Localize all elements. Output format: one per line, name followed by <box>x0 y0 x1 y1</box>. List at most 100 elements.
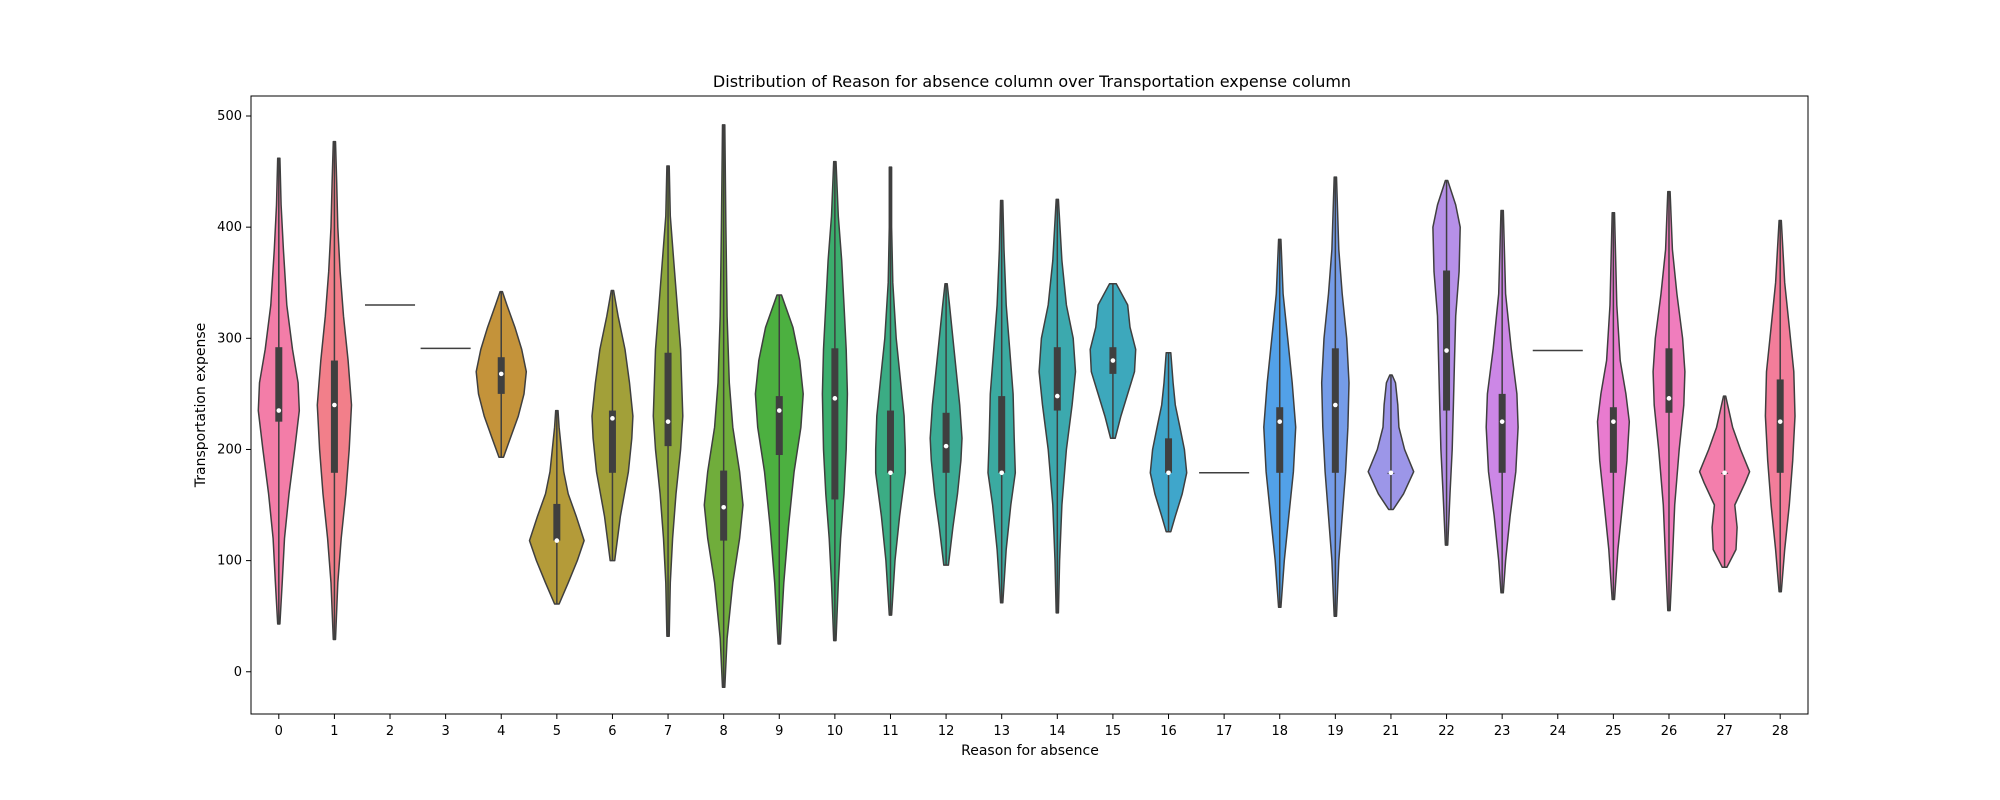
x-tick-label: 8 <box>720 724 728 739</box>
violin-median <box>1666 396 1672 401</box>
y-tick-label: 400 <box>217 220 242 235</box>
x-tick-label: 14 <box>1049 724 1066 739</box>
violin-0 <box>257 157 301 625</box>
x-tick-label: 26 <box>1661 724 1678 739</box>
x-tick-label: 27 <box>1716 724 1733 739</box>
violin-median <box>832 396 838 401</box>
violin-iqr-box <box>831 348 839 500</box>
violin-12 <box>929 283 963 566</box>
violin-iqr-box <box>1498 393 1506 473</box>
violin-26 <box>1652 190 1686 612</box>
x-tick-label: 7 <box>664 724 672 739</box>
violin-21 <box>1367 374 1415 511</box>
violin-iqr-box <box>330 360 338 473</box>
violin-median <box>332 402 337 408</box>
x-tick-label: 1 <box>330 724 338 739</box>
violin-median <box>498 371 504 377</box>
violin-median <box>1611 419 1616 424</box>
chart-title: Distribution of Reason for absence colum… <box>713 72 1351 91</box>
violin-median <box>1722 470 1727 476</box>
violin-11 <box>874 166 907 616</box>
violin-median <box>776 408 782 413</box>
violin-13 <box>987 199 1017 604</box>
x-tick-label: 18 <box>1271 724 1288 739</box>
violin-iqr-box <box>886 410 894 473</box>
x-tick-label: 5 <box>553 724 561 739</box>
violin-median <box>1444 348 1449 353</box>
violin-16 <box>1149 352 1188 533</box>
violin-median <box>1388 470 1394 476</box>
violin-6 <box>591 289 634 562</box>
violin-median <box>888 470 893 476</box>
violin-1 <box>316 140 353 641</box>
violin-median <box>1166 470 1171 476</box>
violin-10 <box>821 160 849 642</box>
y-axis-label: Transportation expense <box>193 323 209 488</box>
violin-22 <box>1432 179 1461 546</box>
violin-23 <box>1485 209 1519 594</box>
violin-18 <box>1263 238 1297 609</box>
x-tick-label: 24 <box>1549 724 1566 739</box>
x-axis: 0 1 2 3 4 5 6 7 8 9 10 11 12 13 14 15 16 17 18 19 21 22 23 24 25… <box>275 714 1789 739</box>
violin-iqr-box <box>1776 379 1784 473</box>
violin-median <box>1055 393 1060 399</box>
y-tick-label: 300 <box>217 331 242 346</box>
violin-iqr-box <box>942 412 950 473</box>
plot-frame <box>250 95 1809 715</box>
violin-iqr-box <box>553 503 561 541</box>
violin-median <box>1277 419 1283 424</box>
x-tick-label: 0 <box>275 724 283 739</box>
violin-iqr-box <box>1443 270 1451 411</box>
violin-median <box>276 408 282 413</box>
x-tick-label: 13 <box>993 724 1010 739</box>
violin-iqr-box <box>998 396 1006 473</box>
violin-iqr-box <box>608 410 616 473</box>
violin-iqr-box <box>1609 407 1617 473</box>
x-tick-label: 23 <box>1494 724 1511 739</box>
y-axis: 0 100 200 300 400 500 <box>217 109 251 680</box>
x-tick-label: 17 <box>1216 724 1233 739</box>
y-tick-label: 0 <box>234 665 242 680</box>
violin-28 <box>1764 219 1796 593</box>
violin-iqr-box <box>1665 348 1673 413</box>
x-tick-label: 21 <box>1383 724 1400 739</box>
x-tick-label: 12 <box>938 724 955 739</box>
violin-25 <box>1596 211 1631 601</box>
violin-median <box>665 419 671 424</box>
violin-9 <box>754 294 804 645</box>
violin-iqr-box <box>775 396 783 456</box>
x-tick-label: 25 <box>1605 724 1622 739</box>
violin-iqr-box <box>664 352 672 447</box>
violin-14 <box>1038 198 1077 614</box>
violin-median <box>1333 402 1338 408</box>
violin-median <box>943 443 949 449</box>
violin-iqr-box <box>1053 347 1061 411</box>
x-tick-label: 22 <box>1438 724 1455 739</box>
y-tick-label: 200 <box>217 442 242 457</box>
x-tick-label: 3 <box>441 724 449 739</box>
x-tick-label: 11 <box>882 724 899 739</box>
y-tick-label: 500 <box>217 109 242 124</box>
violin-iqr-box <box>1331 348 1339 473</box>
x-tick-label: 28 <box>1772 724 1789 739</box>
violin-5 <box>528 409 585 605</box>
violin-15 <box>1089 283 1137 440</box>
x-tick-label: 4 <box>497 724 505 739</box>
x-tick-label: 19 <box>1327 724 1344 739</box>
violin-median <box>610 416 615 421</box>
violin-27 <box>1698 395 1751 569</box>
x-axis-label: Reason for absence <box>961 743 1099 759</box>
x-tick-label: 10 <box>827 724 844 739</box>
violin-iqr-box <box>275 347 283 422</box>
violin-8 <box>703 124 744 689</box>
violin-median <box>554 538 560 543</box>
violin-19 <box>1320 176 1350 617</box>
violins <box>257 124 1796 689</box>
violin-median <box>999 470 1004 476</box>
violin-iqr-box <box>1165 438 1173 473</box>
x-tick-label: 16 <box>1160 724 1177 739</box>
violin-median <box>1110 358 1116 363</box>
violin-median <box>721 504 726 510</box>
